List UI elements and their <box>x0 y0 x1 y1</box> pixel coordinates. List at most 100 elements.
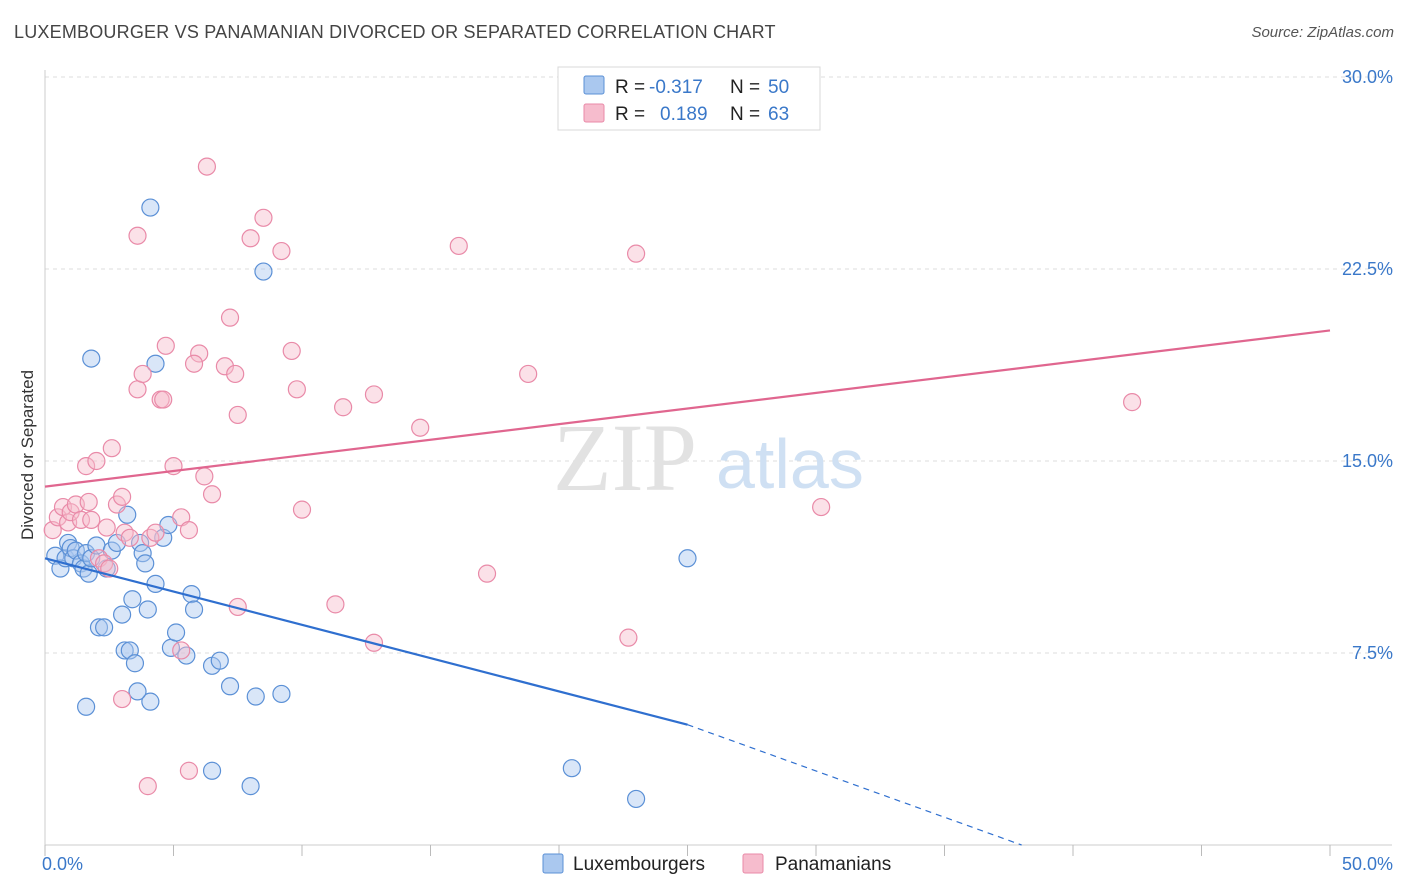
panamanian-point <box>79 492 98 512</box>
luxembourger-point <box>146 354 165 373</box>
legend-label-luxembourgers: Luxembourgers <box>573 854 705 875</box>
legend-n-label: N = <box>730 77 760 98</box>
panamanian-point <box>184 354 204 373</box>
luxembourger-point <box>210 651 229 670</box>
panamanian-point <box>82 510 101 529</box>
luxembourger-point <box>626 789 646 809</box>
legend-swatch-panamanians <box>742 853 764 874</box>
trend-lines <box>44 329 1331 846</box>
panamanian-point <box>287 380 306 399</box>
luxembourger-point <box>141 198 160 217</box>
luxembourger-point <box>202 761 222 780</box>
legend-swatch-blue <box>583 75 605 95</box>
luxembourger-point <box>95 618 114 637</box>
panamanian-point <box>215 357 234 376</box>
legend-n-value: 63 <box>768 104 789 125</box>
panamanian-point <box>1123 393 1142 412</box>
panamanian-point <box>190 344 209 363</box>
legend-series: Luxembourgers Panamanians <box>542 853 891 875</box>
y-tick-label: 30.0% <box>1342 67 1393 87</box>
panamanian-point <box>95 554 114 573</box>
panamanian-point <box>334 398 353 417</box>
y-tick-label: 15.0% <box>1342 451 1393 471</box>
panamanian-point <box>141 528 160 547</box>
luxembourger-point <box>138 600 157 619</box>
panamanian-point <box>220 308 240 327</box>
luxembourger-trend-line <box>44 557 688 726</box>
panamanian-trend-line <box>44 329 1331 488</box>
panamanian-point <box>179 761 199 780</box>
luxembourger-point <box>128 682 147 701</box>
luxembourger-trend-extension <box>687 724 1022 846</box>
y-tick-label: 7.5% <box>1352 643 1393 663</box>
luxembourger-point <box>220 677 240 696</box>
luxembourger-point <box>123 590 142 609</box>
panamanian-point <box>449 236 468 256</box>
panamanian-point <box>146 523 165 542</box>
luxembourger-point <box>77 697 96 716</box>
legend-n-value: 50 <box>768 77 789 98</box>
panamanian-point <box>120 528 139 547</box>
luxembourger-point <box>254 262 273 281</box>
panamanian-point <box>626 244 646 263</box>
gridlines <box>45 76 1392 654</box>
luxembourger-point <box>562 759 581 778</box>
legend-n-label: N = <box>730 104 760 125</box>
chart-title: LUXEMBOURGER VS PANAMANIAN DIVORCED OR S… <box>14 22 776 42</box>
panamanian-point <box>128 380 147 399</box>
panamanian-point <box>228 405 247 425</box>
panamanian-point <box>115 523 134 542</box>
luxembourger-point <box>241 777 260 796</box>
panamanian-point <box>254 208 273 227</box>
legend-r-label: R = <box>615 77 645 98</box>
luxembourger-point <box>82 349 101 368</box>
panamanian-point <box>282 341 301 361</box>
panamanian-point <box>112 689 132 709</box>
y-axis-title: Divorced or Separated <box>18 370 37 540</box>
luxembourger-point <box>136 554 155 573</box>
panamanian-point <box>619 628 638 647</box>
legend-swatch-pink <box>583 103 605 123</box>
panamanian-point <box>112 487 132 506</box>
luxembourger-point <box>678 549 697 568</box>
luxembourger-point <box>246 687 265 706</box>
panamanian-point <box>138 777 157 796</box>
legend-r-value: -0.317 <box>649 77 703 98</box>
panamanian-point <box>197 157 217 176</box>
panamanian-point <box>102 439 121 458</box>
panamanian-point <box>172 641 191 660</box>
luxembourger-point <box>115 641 134 660</box>
luxembourger-point <box>112 605 132 624</box>
watermark-zip: ZIP <box>553 404 697 511</box>
legend-swatch-luxembourgers <box>542 853 564 874</box>
luxembourger-point <box>89 618 109 637</box>
panamanian-point <box>128 226 147 245</box>
panamanian-point <box>97 518 116 537</box>
legend-label-panamanians: Panamanians <box>775 854 891 875</box>
panamanian-point <box>477 564 497 583</box>
series-panamanians <box>43 157 1142 796</box>
panamanian-point <box>326 595 345 614</box>
panamanian-point <box>272 241 291 261</box>
watermark: ZIP atlas <box>553 404 864 511</box>
legend-r-label: R = <box>615 104 645 125</box>
panamanian-point <box>154 390 173 409</box>
x-tick-label: 0.0% <box>42 854 83 874</box>
luxembourger-point <box>166 623 186 642</box>
luxembourger-point <box>272 684 291 704</box>
panamanian-point <box>364 385 384 404</box>
watermark-atlas: atlas <box>716 425 864 503</box>
panamanian-point <box>202 485 222 504</box>
panamanian-point <box>179 521 199 540</box>
legend-r-value: 0.189 <box>660 104 708 125</box>
panamanian-point <box>71 510 91 529</box>
y-tick-labels: 7.5% 15.0% 22.5% 30.0% <box>1342 67 1393 663</box>
source-note: Source: ZipAtlas.com <box>1251 24 1394 41</box>
panamanian-point <box>156 336 175 355</box>
y-tick-label: 22.5% <box>1342 259 1393 279</box>
panamanian-point <box>411 418 430 437</box>
luxembourger-point <box>184 600 204 619</box>
panamanian-point <box>519 364 538 384</box>
axes <box>44 70 1392 856</box>
